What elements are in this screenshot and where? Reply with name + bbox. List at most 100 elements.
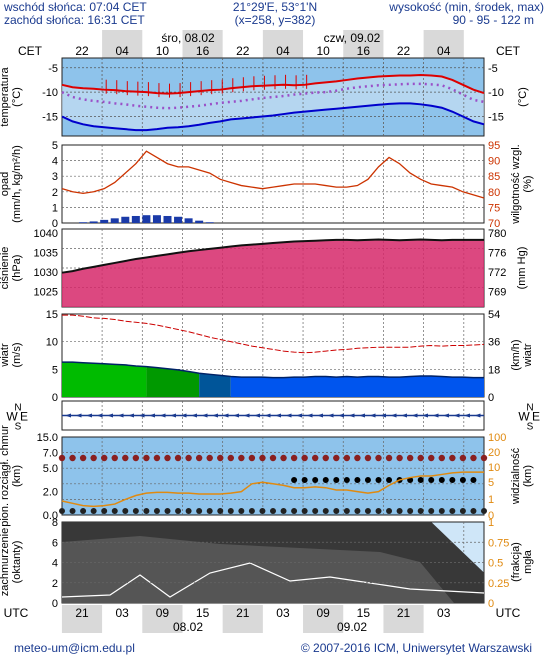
cloud-top-dot — [396, 454, 403, 462]
wind-dir-arrow — [422, 413, 428, 418]
y-tick-left: 1040 — [34, 228, 58, 240]
wind-dir-arrow — [128, 413, 134, 418]
panel-frame — [61, 436, 485, 516]
wind-dir-arrow — [117, 413, 124, 418]
wind-dir-arrow — [453, 413, 460, 418]
cloud-base-dot — [185, 508, 192, 514]
mid-cloud-dot — [343, 477, 350, 483]
cloud-base-dot — [217, 508, 224, 514]
grid-point-text: (x=258, y=382) — [234, 13, 316, 27]
bottom-hour-tick: 15 — [357, 606, 371, 620]
wind-dir-arrow — [212, 413, 218, 418]
wind-dir-arrow — [411, 413, 418, 418]
mid-cloud-dot — [438, 477, 445, 483]
cloud-top-dot — [238, 454, 245, 462]
y-tick-left: 0 — [52, 598, 58, 610]
wind-dir-arrow — [401, 413, 407, 418]
cloud-top-dot — [312, 454, 319, 462]
sunset-text: zachód słońca: 16:31 CET — [4, 13, 145, 27]
fog-axis-label: mgła — [522, 549, 534, 574]
cloud-top-dot — [195, 454, 203, 462]
night-band — [142, 605, 183, 633]
cloud-base-dot — [101, 508, 108, 514]
humidity-axis-label: wilgotność wzgl. — [510, 144, 522, 224]
cloud-cover-axis-label: zachmurzenie — [0, 528, 11, 596]
y-tick-right: 10 — [488, 462, 500, 474]
cloud-top-dot — [164, 454, 171, 462]
cloud-base-dot — [175, 508, 182, 514]
day2-top-label: czw, 09.02 — [324, 31, 381, 45]
cloud-base-dot — [407, 508, 414, 514]
cloud-top-dot — [480, 454, 488, 462]
precip-bar — [89, 221, 98, 223]
y-tick-right: 0.25 — [488, 578, 509, 590]
cloud-top-dot — [259, 454, 266, 462]
cloud-top-dot — [58, 454, 66, 462]
top-hour-tick: 22 — [397, 44, 411, 58]
wind-axis-label-right: (km/h) — [510, 339, 522, 370]
visibility-axis-label: widzialność — [510, 447, 522, 505]
top-hour-tick: 04 — [276, 44, 290, 58]
wind-dir-arrow — [348, 413, 355, 418]
cloud-base-dot — [322, 508, 329, 514]
y-tick-left: 4 — [52, 558, 58, 570]
y-tick-right: 0.5 — [488, 558, 503, 570]
night-band — [343, 30, 384, 58]
night-band — [262, 30, 304, 58]
cloud-top-dot — [90, 454, 97, 462]
precip-bar — [205, 222, 214, 223]
wind-dir-arrow — [75, 413, 82, 418]
cloud-base-dot — [238, 508, 245, 514]
y-tick-left: 3 — [52, 171, 58, 183]
pressure-axis-label-right: (mm Hg) — [516, 247, 528, 290]
top-hour-tick: 10 — [156, 44, 170, 58]
wind-speed-area — [146, 366, 200, 397]
y-tick-right: -5 — [488, 63, 498, 75]
cloud-base-dot — [143, 508, 150, 514]
wind-dir-arrow — [86, 413, 92, 418]
wind-dir-arrow — [443, 413, 449, 418]
contact-email[interactable]: meteo-um@icm.edu.pl — [14, 641, 135, 655]
y-tick-right: 20 — [488, 447, 500, 459]
precip-bar — [142, 215, 151, 223]
y-tick-right: 0 — [488, 392, 494, 404]
visibility-line — [61, 471, 484, 508]
cloud-top-dot — [354, 454, 361, 462]
cloud-top-dot — [417, 454, 424, 462]
cloud-top-dot — [132, 454, 140, 462]
visibility-axis-label: (km) — [522, 465, 534, 487]
night-band — [182, 30, 223, 58]
y-tick-left: 7.0 — [43, 448, 58, 460]
mid-cloud-dot — [312, 477, 319, 483]
cloud-base-dot — [333, 508, 340, 514]
y-tick-right: 0 — [488, 598, 494, 610]
wind-dir-arrow — [243, 413, 250, 418]
cloud-base-dot — [164, 508, 171, 514]
precip-axis-label: (mm/h, kg/m²/h) — [11, 145, 23, 223]
cloud-top-dot — [269, 454, 277, 462]
y-tick-left: 2 — [52, 578, 58, 590]
cloud-base-dot — [69, 508, 76, 514]
compass-n: N — [526, 403, 533, 414]
y-tick-left: 0.0 — [43, 510, 58, 522]
wind-dir-arrow — [285, 413, 292, 418]
wind-speed-area — [230, 375, 484, 397]
day1-top-label: śro, 08.02 — [161, 31, 215, 45]
y-tick-left: 1025 — [34, 286, 58, 298]
fog-axis-label: (frakcja) — [510, 542, 522, 582]
top-hour-tick: 22 — [75, 44, 89, 58]
night-band — [303, 605, 344, 633]
cloud-top-dot — [185, 454, 192, 462]
tz-label-bottom-left: UTC — [4, 606, 29, 620]
cloud-axis-label: (km) — [11, 465, 23, 487]
wind-axis-label-right: wiatr — [522, 343, 534, 368]
cloud-base-dot — [428, 508, 435, 514]
y-tick-left: 15 — [46, 309, 58, 321]
wind-dir-arrow — [317, 413, 323, 418]
mid-cloud-dot — [364, 477, 371, 483]
top-hour-tick: 10 — [316, 44, 330, 58]
cloud-base-dot — [301, 508, 308, 514]
cloud-top-dot — [364, 454, 372, 462]
cloud-base-dot — [270, 508, 276, 514]
y-tick-left: 8 — [52, 517, 58, 529]
